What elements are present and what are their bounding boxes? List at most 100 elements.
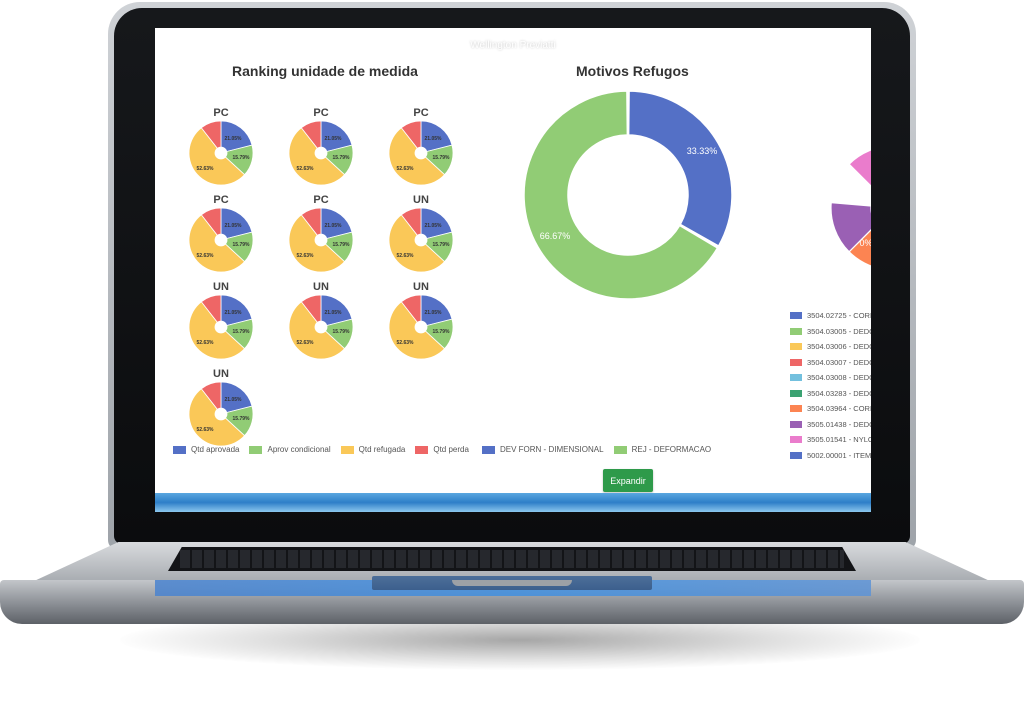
partial-pie-slice (848, 149, 871, 187)
legend-swatch (340, 445, 354, 454)
pie-unit-label: UN (413, 281, 429, 293)
pie-percent-label: 52.63% (297, 253, 315, 259)
pie-unit-label: PC (413, 107, 428, 119)
pie-percent-label: 21.05% (425, 136, 443, 142)
pie-percent-label: 52.63% (197, 427, 215, 433)
pie-percent-label: 52.63% (297, 340, 315, 346)
ranking-title: Ranking unidade de medida (232, 63, 418, 79)
pie-percent-label: 52.63% (397, 166, 415, 172)
partial-legend-item[interactable]: 3504.03007 - DEDO (790, 355, 871, 371)
partial-legend-item[interactable]: 3505.01438 - DEDO (790, 417, 871, 433)
legend-label: 3504.03005 - DEDO (807, 326, 871, 336)
pie-percent-label: 15.79% (233, 155, 251, 161)
legend-swatch (790, 405, 802, 413)
pie-slice (300, 294, 322, 323)
expand-button[interactable]: Expandir (603, 469, 653, 492)
partial-legend-item[interactable]: 3504.03008 - DEDO (790, 370, 871, 386)
ranking-legend-item[interactable]: Qtd perda (415, 445, 469, 454)
keyboard-keys (180, 550, 844, 568)
pie-percent-label: 52.63% (197, 166, 215, 172)
legend-swatch (613, 445, 627, 454)
legend-label: DEV FORN - DIMENSIONAL (500, 445, 604, 454)
top-bar (155, 28, 871, 50)
partial-legend-item[interactable]: 3504.03005 - DEDO (790, 324, 871, 340)
pie-slice (400, 207, 422, 236)
legend-swatch (790, 343, 802, 351)
motivos-legend-item[interactable]: DEV FORN - DIMENSIONAL (482, 445, 604, 454)
legend-swatch (790, 312, 802, 320)
pie-slice (220, 120, 253, 153)
pie-unit-label: PC (313, 194, 328, 206)
ranking-legend-item[interactable]: Aprov condicional (249, 445, 331, 454)
pie-unit-label: UN (413, 194, 429, 206)
partial-pie-slice (848, 229, 871, 267)
partial-legend-item[interactable]: 3504.03006 - DEDO (790, 339, 871, 355)
charts-canvas: PC 21.05% 15.79% 52.63% PC 21.05% 15.79% 52.63%… (188, 90, 871, 447)
legend-label: Qtd refugada (358, 445, 406, 454)
pie-slice (400, 294, 422, 323)
legend-label: 3504.03283 - DEDO (807, 388, 871, 398)
pie-slice (300, 207, 322, 236)
partial-pie-label: 0% (859, 238, 871, 248)
pie-unit-label: PC (213, 194, 228, 206)
pie-slice (420, 207, 453, 240)
legend-swatch (790, 358, 802, 366)
pie-slice (200, 294, 222, 323)
donut-percent-label: 66.67% (540, 231, 571, 241)
pie-percent-label: 15.79% (233, 329, 251, 335)
pie-slice (388, 214, 446, 273)
screen: Wellington Previatti Ranking unidade de … (155, 28, 871, 512)
ranking-legend: Qtd aprovada Aprov condicional Qtd refugad… (173, 445, 479, 454)
pie-slice (420, 294, 453, 327)
pie-percent-label: 15.79% (333, 329, 351, 335)
legend-label: 3504.02725 - CORR (807, 311, 871, 321)
motivos-title: Motivos Refugos (576, 63, 689, 79)
pie-slice (188, 388, 246, 447)
pie-percent-label: 15.79% (233, 242, 251, 248)
legend-label: REJ - DEFORMACAO (631, 445, 712, 454)
pie-slice (220, 207, 253, 240)
pie-slice (400, 120, 422, 149)
legend-label: Qtd perda (433, 445, 469, 454)
legend-label: 3505.01438 - DEDO (807, 419, 871, 429)
partial-legend-item[interactable]: 3505.01541 - NYLO (790, 432, 871, 448)
pie-slice (420, 120, 453, 153)
pie-percent-label: 52.63% (397, 340, 415, 346)
ranking-legend-item[interactable]: Qtd refugada (340, 445, 406, 454)
pie-percent-label: 15.79% (333, 242, 351, 248)
partial-legend-item[interactable]: 3504.03964 - CORR (790, 401, 871, 417)
legend-swatch (173, 445, 186, 454)
pie-slice (288, 301, 346, 360)
partial-legend-item[interactable]: 5002.00001 - ITEM (790, 448, 871, 464)
legend-swatch (790, 451, 802, 459)
pie-slice (200, 120, 222, 149)
pie-percent-label: 21.05% (225, 223, 243, 229)
pie-slice (320, 120, 353, 153)
partial-legend: 3504.02725 - CORR 3504.03005 - DEDO 3504.0… (790, 308, 871, 463)
donut-percent-label: 33.33% (687, 146, 718, 156)
legend-label: 3504.03007 - DEDO (807, 357, 871, 367)
legend-swatch (790, 327, 802, 335)
pie-slice (220, 381, 253, 414)
pie-percent-label: 52.63% (397, 253, 415, 259)
pie-slice (300, 120, 322, 149)
donut-slice (627, 90, 733, 248)
legend-label: Qtd aprovada (191, 445, 240, 454)
partial-legend-item[interactable]: 3504.03283 - DEDO (790, 386, 871, 402)
legend-swatch (249, 445, 263, 454)
pie-slice (288, 127, 346, 186)
pie-percent-label: 21.05% (225, 397, 243, 403)
motivos-legend: DEV FORN - DIMENSIONAL REJ - DEFORMACAO (482, 445, 721, 454)
pie-slice (188, 214, 246, 273)
pie-percent-label: 21.05% (425, 223, 443, 229)
legend-label: 3505.01541 - NYLO (807, 435, 871, 445)
partial-legend-item[interactable]: 3504.02725 - CORR (790, 308, 871, 324)
legend-label: 5002.00001 - ITEM (807, 450, 871, 460)
legend-swatch (415, 445, 429, 454)
pie-slice (288, 214, 346, 273)
pie-percent-label: 21.05% (225, 310, 243, 316)
motivos-legend-item[interactable]: REJ - DEFORMACAO (613, 445, 712, 454)
pie-percent-label: 52.63% (197, 340, 215, 346)
ranking-legend-item[interactable]: Qtd aprovada (173, 445, 239, 454)
legend-swatch (482, 445, 495, 454)
